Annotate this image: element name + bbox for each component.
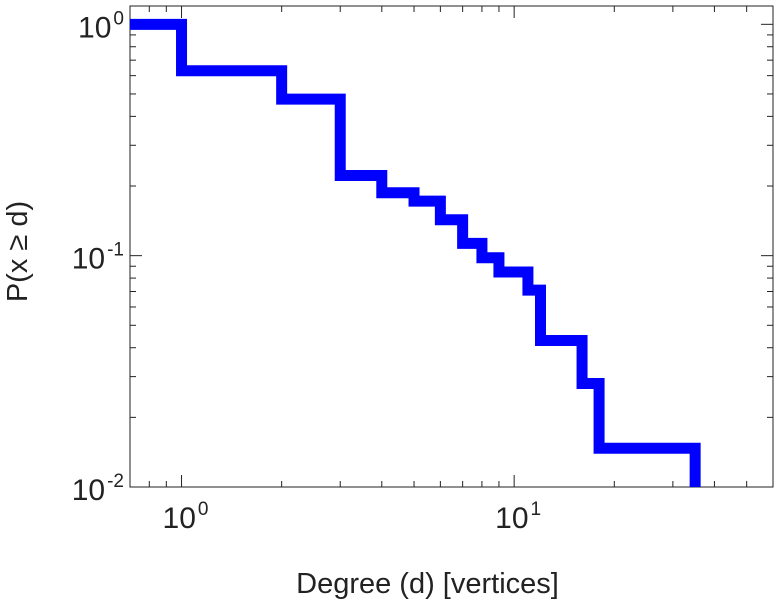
x-axis-title: Degree (d) [vertices] <box>296 568 559 600</box>
ccdf-series-line <box>130 18 701 487</box>
axes-frame <box>129 5 774 488</box>
y-tick-label: 10 0 <box>78 8 124 44</box>
y-tick-label: 10 -2 <box>72 471 124 507</box>
series-group <box>130 18 701 487</box>
x-tick-label: 10 1 <box>495 499 541 535</box>
y-axis-title: P(x ≥ d) <box>2 201 34 302</box>
x-tick-label: 10 0 <box>163 499 209 535</box>
tick-marks <box>129 6 774 488</box>
y-tick-label: 10 -1 <box>72 240 124 276</box>
